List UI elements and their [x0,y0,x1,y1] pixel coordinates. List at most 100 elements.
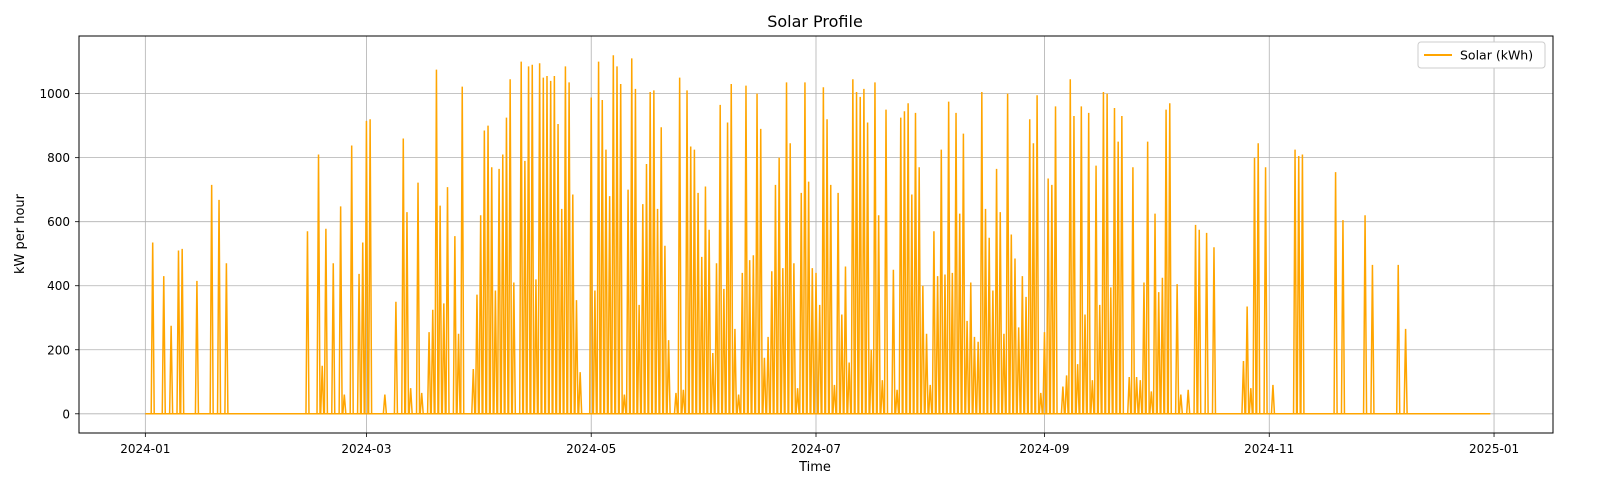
series-peak-165 [961,133,966,414]
series-peak-107 [743,85,749,414]
series-peak-82 [647,92,653,414]
series-peak-46 [504,117,509,414]
series-peak-225 [1204,232,1209,414]
series-peak-198 [1086,112,1091,414]
series-peak-128 [821,87,826,414]
series-peak-42 [489,167,494,414]
series-peak-238 [1340,220,1346,414]
series-peak-65 [577,372,583,414]
series-peak-58 [552,76,557,414]
series-peak-217 [1160,277,1165,414]
series-peak-121 [795,388,800,414]
series-peak-147 [894,389,900,414]
series-peak-196 [1079,106,1084,414]
series-peak-167 [968,282,974,414]
series-peak-21 [382,394,388,414]
series-peak-210 [1134,376,1139,414]
series-peak-149 [902,111,907,414]
series-peak-62 [566,82,572,414]
series-peak-49 [518,61,524,414]
series-peak-11 [319,365,325,414]
series-peak-61 [563,66,568,414]
legend: Solar (kWh) [1417,41,1546,69]
series-peak-218 [1163,109,1169,414]
series-peak-119 [787,143,793,414]
series-peak-117 [780,268,786,414]
series-peak-209 [1130,167,1136,414]
series-peak-184 [1031,143,1036,414]
series-peak-4 [179,248,185,414]
series-peak-137 [854,92,859,414]
series-peak-187 [1042,332,1047,414]
series-peak-86 [662,245,668,414]
series-peak-207 [1119,116,1125,414]
x-axis-label: Time [798,460,831,475]
y-tick-label-4: 800 [47,151,70,165]
series-peak-169 [975,341,981,414]
series-peak-211 [1138,380,1143,414]
series-peak-136 [850,79,856,414]
series-peak-229 [1248,388,1254,414]
series-peak-75 [622,394,627,414]
series-peak-170 [979,92,985,414]
series-peak-54 [537,63,542,414]
series-peak-176 [1001,333,1007,414]
series-peak-31 [437,205,443,414]
series-peak-72 [611,55,616,414]
series-peak-63 [570,194,576,414]
series-peak-221 [1178,394,1184,414]
series-peak-23 [401,138,406,414]
y-tick-label-3: 600 [47,215,70,229]
series-peak-132 [835,192,841,414]
series-peak-189 [1049,184,1055,414]
series-peak-139 [861,88,867,414]
series-peak-125 [810,268,815,414]
series-peak-25 [408,388,413,414]
series-peak-232 [1263,167,1268,414]
series-peak-143 [876,215,881,414]
series-peak-142 [872,82,878,414]
series-peak-103 [728,84,734,414]
y-tick-label-2: 400 [47,279,70,293]
series-peak-115 [773,184,778,414]
series-peak-15 [342,394,347,414]
series-peak-85 [658,127,664,414]
series-peak-164 [957,213,962,414]
series-peak-95 [699,256,705,414]
legend-box [1417,41,1546,69]
series-peak-236 [1300,154,1305,414]
series-peak-32 [441,303,447,414]
series-peak-1 [161,276,167,414]
x-tick-label-2: 2024-05 [566,442,616,456]
series-peak-13 [331,263,336,414]
series-peak-188 [1045,178,1051,414]
series-peak-219 [1167,103,1173,414]
series-peak-27 [419,392,424,414]
series-peak-242 [1403,328,1408,414]
series-peak-181 [1020,276,1025,414]
series-peak-111 [758,128,763,414]
legend-label: Solar (kWh) [1460,48,1533,63]
series-peak-29 [430,309,436,414]
series-peak-10 [316,154,321,414]
series-peak-66 [588,97,594,414]
series-peak-237 [1333,172,1338,414]
series-peak-233 [1270,384,1276,414]
series-peak-41 [485,125,491,414]
x-tick-label-6: 2025-01 [1469,442,1519,456]
series-peak-90 [681,389,686,414]
series-peak-78 [633,88,638,414]
series-peak-43 [493,290,498,414]
series-peak-241 [1395,264,1401,414]
series-peak-174 [994,168,999,414]
series-peak-101 [721,288,727,414]
series-peak-8 [224,263,229,414]
grid-lines [79,36,1553,433]
x-tick-label-3: 2024-07 [791,442,841,456]
series-peak-104 [732,328,738,414]
series-peak-106 [740,272,745,414]
series-peak-99 [714,263,719,414]
series-peak-234 [1292,149,1298,414]
series-peak-157 [931,231,937,414]
